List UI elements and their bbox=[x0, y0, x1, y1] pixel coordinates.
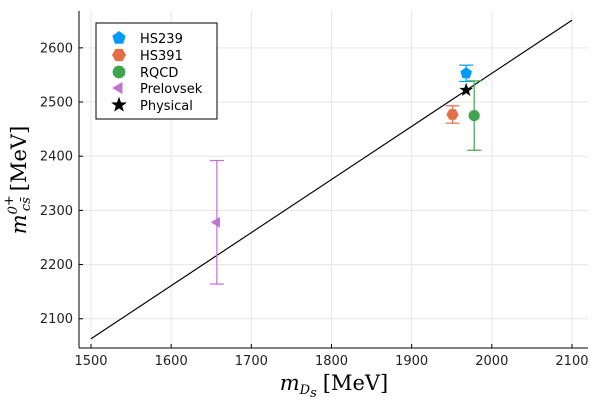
legend-label-prelovsek: Prelovsek bbox=[140, 82, 203, 97]
y-tick-label: 2100 bbox=[40, 312, 73, 327]
axes bbox=[78, 11, 588, 349]
x-tick-label: 1500 bbox=[74, 354, 107, 369]
tick-labels: 1500 1600 1700 1800 1900 2000 2100 2100 2200 2300… bbox=[40, 41, 589, 369]
physical-point bbox=[459, 82, 474, 97]
legend-label-hs391: HS391 bbox=[140, 49, 183, 64]
y-tick-label: 2500 bbox=[40, 96, 73, 111]
x-axis-subscript: D bbox=[299, 383, 311, 398]
y-axis-unit: [MeV] bbox=[7, 126, 31, 191]
x-axis-subsubscript: s bbox=[310, 386, 317, 400]
reference-line-segment bbox=[90, 19, 573, 340]
x-tick-label: 1600 bbox=[155, 354, 188, 369]
y-axis-superscript: 0 bbox=[6, 206, 21, 214]
legend-marker-rqcd bbox=[112, 65, 126, 79]
legend-label-rqcd: RQCD bbox=[140, 66, 178, 81]
hs391-point bbox=[446, 109, 459, 120]
legend-label-hs239: HS239 bbox=[140, 32, 183, 47]
legend-marker-prelovsek bbox=[112, 82, 123, 94]
x-tick-label: 1800 bbox=[315, 354, 348, 369]
x-tick-label: 2100 bbox=[555, 354, 588, 369]
legend-label-physical: Physical bbox=[140, 99, 193, 114]
reference-line bbox=[90, 19, 573, 340]
y-tick-label: 2400 bbox=[40, 150, 73, 165]
hs239-point bbox=[460, 67, 473, 79]
x-tick-label: 1900 bbox=[395, 354, 428, 369]
y-axis-symbol: m bbox=[7, 214, 31, 234]
legend-marker-physical bbox=[111, 96, 127, 112]
y-tick-label: 2300 bbox=[40, 204, 73, 219]
data-points bbox=[209, 64, 482, 285]
y-axis-subscript: cs̄ bbox=[19, 197, 34, 212]
x-axis-symbol: m bbox=[280, 371, 300, 395]
rqcd-point bbox=[468, 109, 480, 122]
x-axis-title: mDs [MeV] bbox=[280, 371, 389, 400]
x-tick-label: 2000 bbox=[475, 354, 508, 369]
legend: HS239 HS391 RQCD Prelovsek Physical bbox=[95, 22, 218, 120]
legend-marker-hs239 bbox=[112, 30, 126, 44]
x-axis-unit: [MeV] bbox=[323, 371, 388, 395]
y-axis-title: m0+ cs̄ [MeV] bbox=[2, 126, 34, 235]
x-tick-label: 1700 bbox=[235, 354, 268, 369]
y-tick-label: 2200 bbox=[40, 258, 73, 273]
prelovsek-point bbox=[210, 217, 220, 228]
y-axis-supersuperscript: + bbox=[2, 195, 17, 206]
y-tick-label: 2600 bbox=[40, 41, 73, 56]
legend-markers bbox=[111, 30, 127, 112]
grid bbox=[79, 11, 588, 348]
legend-marker-hs391 bbox=[111, 48, 127, 62]
